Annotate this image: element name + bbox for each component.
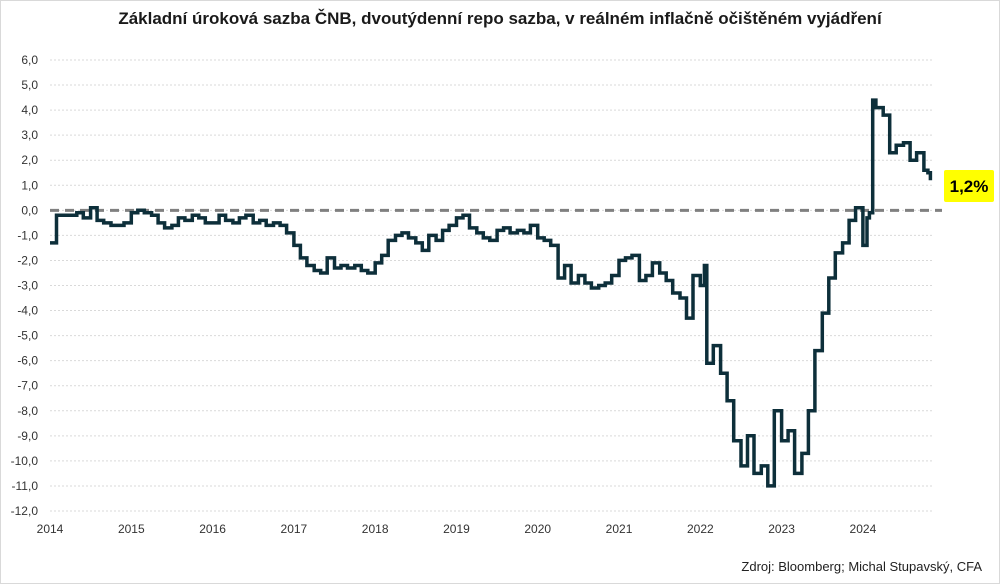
x-tick-label: 2017 (281, 522, 308, 536)
x-axis: 2014 2015 2016 2017 2018 2019 2020 2021 2022 2023… (37, 522, 877, 536)
y-tick-label: -4,0 (17, 304, 38, 318)
x-tick-label: 2024 (850, 522, 877, 536)
y-tick-label: -2,0 (17, 253, 38, 267)
y-tick-label: -12,0 (11, 504, 39, 518)
gridlines (50, 59, 932, 512)
y-axis: 6,0 5,0 4,0 3,0 2,0 1,0 0,0 -1,0 -2,0 -3,0 -4,0 -5,… (11, 53, 39, 518)
source-note: Zdroj: Bloomberg; Michal Stupavský, CFA (741, 559, 982, 574)
x-tick-label: 2014 (37, 522, 64, 536)
x-tick-label: 2023 (768, 522, 795, 536)
y-tick-label: -9,0 (17, 429, 38, 443)
series-line-real-rate (50, 98, 933, 488)
x-tick-label: 2019 (443, 522, 470, 536)
x-tick-label: 2015 (118, 522, 145, 536)
last-value-badge (944, 170, 994, 202)
y-tick-label: -8,0 (17, 404, 38, 418)
x-tick-label: 2022 (687, 522, 714, 536)
y-tick-label: -1,0 (17, 228, 38, 242)
y-tick-label: 2,0 (21, 153, 38, 167)
y-tick-label: -10,0 (11, 454, 39, 468)
y-tick-label: -5,0 (17, 329, 38, 343)
y-tick-label: -7,0 (17, 379, 38, 393)
y-tick-label: 3,0 (21, 128, 38, 142)
y-tick-label: 6,0 (21, 53, 38, 67)
y-tick-label: -3,0 (17, 279, 38, 293)
last-value-label: 1,2% (950, 177, 989, 196)
y-tick-label: -6,0 (17, 354, 38, 368)
y-tick-label: 5,0 (21, 78, 38, 92)
chart-title: Základní úroková sazba ČNB, dvoutýdenní … (118, 9, 882, 28)
x-tick-label: 2021 (606, 522, 633, 536)
y-tick-label: 1,0 (21, 178, 38, 192)
y-tick-label: 4,0 (21, 103, 38, 117)
y-tick-label: 0,0 (21, 203, 38, 217)
x-tick-label: 2020 (524, 522, 551, 536)
x-tick-label: 2016 (199, 522, 226, 536)
x-tick-label: 2018 (362, 522, 389, 536)
y-tick-label: -11,0 (12, 479, 39, 493)
